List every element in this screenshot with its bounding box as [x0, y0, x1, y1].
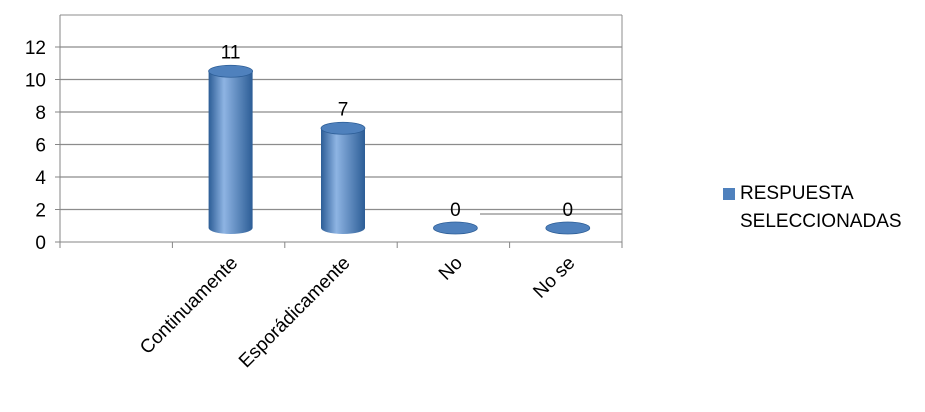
legend-swatch [723, 188, 735, 200]
legend-label: RESPUESTA SELECCIONADAS [740, 183, 902, 232]
bar [208, 71, 253, 234]
data-label: 11 [221, 42, 241, 63]
bar-flat [545, 221, 591, 235]
x-tick-label: Continuamente [136, 253, 242, 359]
bar-top [320, 121, 366, 135]
x-tick-label: No [435, 253, 467, 285]
bar-flat [432, 221, 478, 235]
bar-top [208, 64, 254, 78]
bar [321, 128, 365, 234]
legend: RESPUESTA SELECCIONADAS [723, 180, 925, 236]
y-tick-label: 2 [35, 201, 46, 222]
y-tick-label: 10 [25, 71, 46, 92]
data-label: 7 [338, 99, 349, 120]
y-tick-label: 6 [35, 136, 46, 157]
data-label: 0 [563, 200, 574, 221]
x-tick-label: No se [529, 253, 579, 303]
x-tick-label: Esporádicamente [235, 253, 354, 372]
y-tick-label: 0 [35, 233, 46, 254]
y-tick-label: 4 [35, 168, 46, 189]
y-tick-label: 8 [35, 103, 46, 124]
y-tick-label: 12 [25, 38, 46, 59]
data-label: 0 [450, 200, 461, 221]
